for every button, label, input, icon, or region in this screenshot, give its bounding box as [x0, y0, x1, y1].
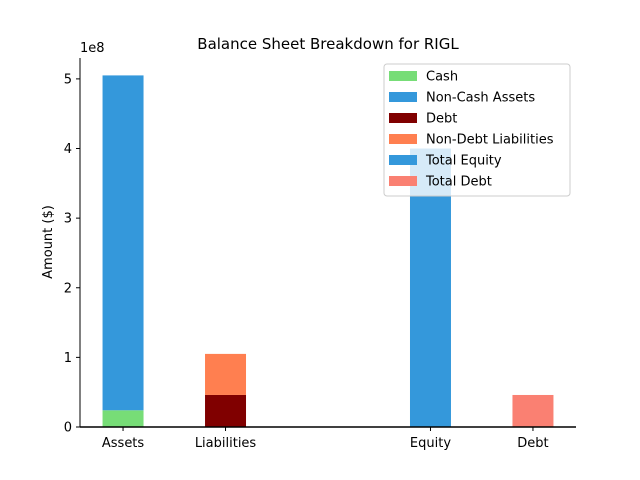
y-tick-label: 3: [64, 212, 72, 227]
bar-total-debt: [512, 394, 554, 427]
legend-label-non-cash-assets: Non-Cash Assets: [426, 91, 535, 106]
x-tick-label-equity: Equity: [410, 436, 451, 451]
legend-label-debt: Debt: [426, 112, 457, 127]
y-axis-offset-label: 1e8: [80, 41, 105, 56]
y-tick-label: 2: [64, 281, 72, 296]
legend: Cash Non-Cash Assets Debt Non-Debt Liabilit…: [383, 63, 571, 197]
y-tick-label: 5: [64, 72, 72, 87]
y-axis-label: Amount ($): [41, 205, 56, 279]
bar-non-debt-liabilities: [205, 353, 247, 395]
legend-swatch-non-cash-assets: [389, 92, 417, 102]
legend-swatch-total-equity: [389, 155, 417, 165]
bar-non-cash-assets: [102, 75, 144, 411]
y-tick-label: 0: [64, 421, 72, 436]
legend-swatch-debt: [389, 113, 417, 123]
legend-label-total-equity: Total Equity: [425, 154, 502, 169]
legend-swatch-total-debt: [389, 176, 417, 186]
bar-cash: [102, 410, 144, 427]
bar-debt: [205, 394, 247, 427]
y-tick-label: 1: [64, 351, 72, 366]
legend-label-total-debt: Total Debt: [425, 175, 492, 190]
x-tick-label-debt: Debt: [517, 436, 548, 451]
x-tick-label-assets: Assets: [102, 436, 145, 451]
axes-layer: 0 1 2 3 4 5 Assets Liabilities Equity Debt: [64, 58, 576, 451]
x-tick-label-liabilities: Liabilities: [195, 436, 257, 451]
legend-swatch-cash: [389, 71, 417, 81]
legend-frame: [383, 63, 571, 197]
y-tick-label: 4: [64, 142, 72, 157]
legend-swatch-non-debt-liabilities: [389, 134, 417, 144]
chart-title: Balance Sheet Breakdown for RIGL: [197, 35, 459, 53]
legend-label-cash: Cash: [426, 70, 458, 85]
legend-label-non-debt-liabilities: Non-Debt Liabilities: [426, 133, 554, 148]
